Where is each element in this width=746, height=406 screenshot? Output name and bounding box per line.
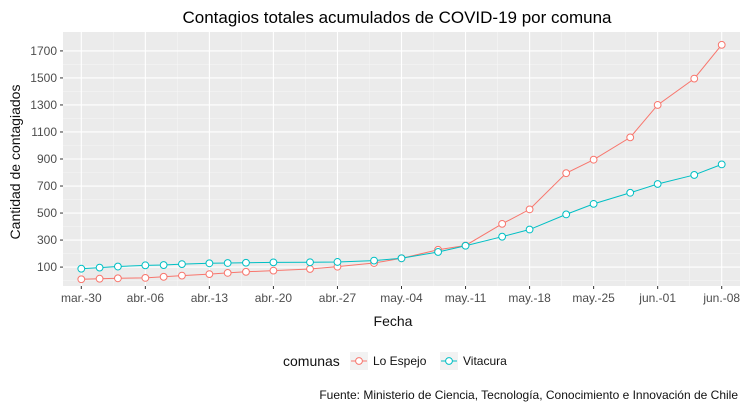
data-point-lo-espejo [306, 265, 314, 273]
data-point-vitacura [461, 241, 470, 250]
x-tick-label: abr.-13 [191, 291, 229, 305]
data-point-vitacura [205, 259, 214, 268]
data-point-lo-espejo [178, 271, 186, 280]
x-tick-label: jun.-08 [702, 291, 740, 305]
data-point-lo-espejo [653, 101, 662, 109]
data-point-vitacura [653, 180, 662, 188]
data-point-vitacura [77, 264, 86, 273]
legend: comunas Lo Espejo Vitacura [283, 352, 507, 370]
x-tick-label: abr.-20 [255, 291, 293, 305]
data-point-vitacura [397, 254, 406, 263]
data-point-vitacura [498, 232, 507, 241]
data-point-lo-espejo [113, 274, 122, 283]
data-point-vitacura [269, 258, 278, 267]
data-point-lo-espejo [205, 270, 214, 279]
legend-key-point-lo-espejo [355, 357, 363, 365]
y-tick-label: 700 [37, 179, 57, 193]
source-caption: Fuente: Ministerio de Ciencia, Tecnologí… [319, 388, 738, 402]
y-tick-label: 1300 [30, 98, 57, 112]
x-tick-label: abr.-06 [127, 291, 165, 305]
x-tick-label: may.-04 [380, 291, 423, 305]
x-axis: mar.-30 abr.-06 abr.-13 abr.-20 abr.-27 may.-… [61, 286, 740, 305]
x-axis-title: Fecha [374, 313, 413, 329]
data-point-lo-espejo [159, 272, 168, 281]
x-tick-label: may.-25 [572, 291, 615, 305]
y-tick-label: 100 [37, 260, 57, 274]
data-point-vitacura [223, 259, 232, 267]
legend-key-point-vitacura [445, 357, 453, 365]
data-point-lo-espejo [562, 169, 571, 178]
data-point-lo-espejo [498, 219, 507, 228]
data-point-vitacura [95, 263, 104, 272]
x-tick-label: may.-11 [445, 291, 487, 305]
data-point-lo-espejo [589, 155, 598, 164]
data-point-vitacura [306, 258, 314, 267]
data-point-vitacura [562, 210, 571, 219]
plot-panel [63, 32, 740, 286]
legend-label-lo-espejo: Lo Espejo [373, 354, 427, 368]
x-tick-label: mar.-30 [61, 291, 102, 305]
data-point-lo-espejo [525, 205, 534, 214]
data-point-lo-espejo [77, 275, 86, 284]
y-tick-label: 500 [37, 206, 57, 220]
data-point-vitacura [333, 258, 342, 266]
y-tick-label: 1500 [30, 71, 57, 85]
data-point-lo-espejo [242, 267, 250, 276]
data-point-vitacura [589, 199, 598, 208]
y-tick-label: 900 [37, 152, 57, 166]
data-point-vitacura [242, 258, 250, 267]
data-point-vitacura [159, 261, 168, 269]
data-point-vitacura [690, 171, 699, 179]
y-tick-label: 1100 [31, 125, 57, 139]
x-tick-label: may.-18 [508, 291, 551, 305]
data-point-vitacura [626, 188, 635, 197]
data-point-lo-espejo [626, 133, 635, 142]
x-tick-label: jun.-01 [638, 291, 676, 305]
y-axis: 100 300 500 700 900 1100 1300 1500 1700 [30, 44, 63, 274]
data-point-vitacura [178, 260, 186, 269]
y-tick-label: 1700 [30, 44, 57, 58]
data-point-vitacura [717, 160, 726, 169]
data-point-vitacura [525, 225, 534, 234]
data-point-lo-espejo [223, 268, 232, 277]
data-point-lo-espejo [141, 273, 150, 282]
legend-title: comunas [283, 353, 340, 369]
data-point-lo-espejo [95, 274, 104, 283]
y-axis-title: Cantidad de contagiados [7, 85, 23, 240]
x-tick-label: abr.-27 [319, 291, 357, 305]
data-point-lo-espejo [690, 74, 699, 83]
data-point-lo-espejo [717, 40, 726, 49]
y-tick-label: 300 [37, 233, 57, 247]
data-point-vitacura [141, 261, 150, 270]
chart-title: Contagios totales acumulados de COVID-19… [182, 8, 612, 27]
series-vitacura [77, 160, 726, 273]
data-point-lo-espejo [269, 266, 278, 275]
data-point-vitacura [113, 262, 122, 271]
data-point-vitacura [370, 256, 378, 265]
legend-label-vitacura: Vitacura [463, 354, 507, 368]
data-point-vitacura [434, 248, 442, 256]
